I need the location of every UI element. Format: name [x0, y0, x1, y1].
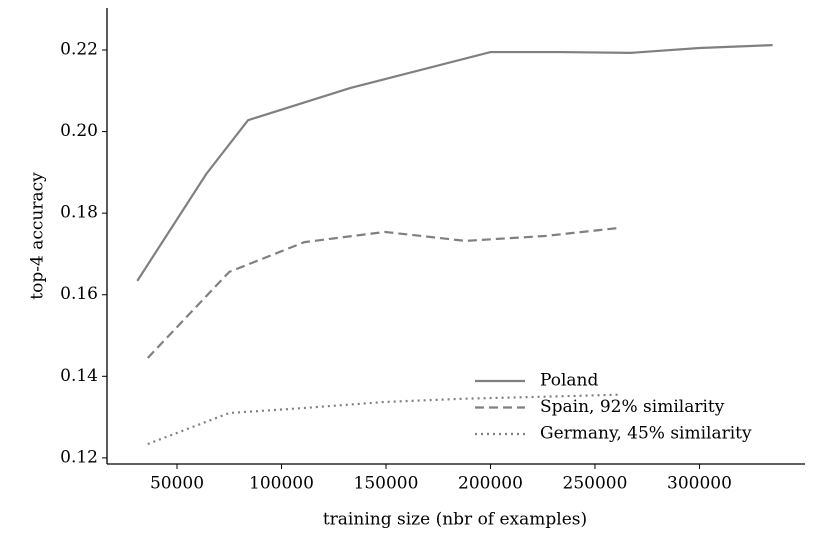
legend-label: Germany, 45% similarity — [540, 424, 752, 444]
series-line — [146, 226, 621, 359]
y-tick-label: 0.12 — [60, 447, 98, 467]
y-tick-label: 0.14 — [60, 366, 98, 386]
y-tick-label: 0.18 — [60, 203, 98, 223]
y-tick-label: 0.20 — [60, 121, 98, 141]
x-tick-label: 300000 — [667, 474, 732, 494]
x-tick-label: 50000 — [150, 474, 204, 494]
y-tick-label: 0.22 — [60, 40, 98, 60]
series-line — [147, 393, 621, 446]
series-line — [136, 44, 773, 282]
x-tick-label: 150000 — [354, 474, 419, 494]
x-axis-label: training size (nbr of examples) — [323, 510, 587, 530]
x-tick-label: 200000 — [458, 474, 523, 494]
y-tick-label: 0.16 — [60, 284, 98, 304]
legend-label: Spain, 92% similarity — [540, 397, 725, 417]
x-tick-label: 100000 — [249, 474, 314, 494]
y-axis-label: top-4 accuracy — [28, 172, 48, 300]
x-tick-label: 250000 — [563, 474, 628, 494]
legend-label: Poland — [540, 371, 599, 391]
